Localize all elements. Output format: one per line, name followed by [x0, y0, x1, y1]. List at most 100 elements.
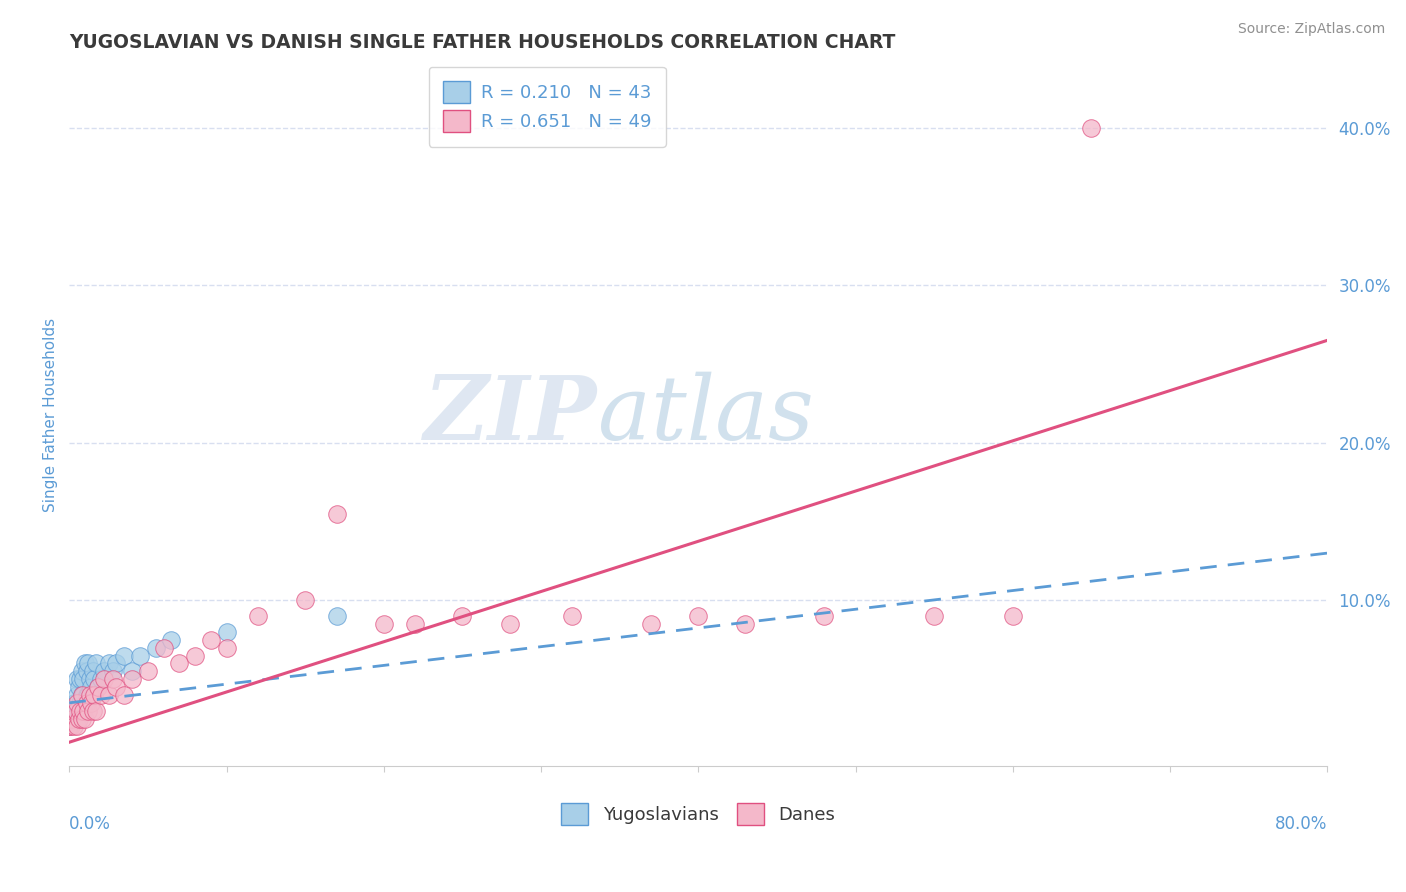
Point — [90, 672, 112, 686]
Point — [215, 640, 238, 655]
Point — [70, 688, 93, 702]
Point — [922, 609, 945, 624]
Text: YUGOSLAVIAN VS DANISH SINGLE FATHER HOUSEHOLDS CORRELATION CHART: YUGOSLAVIAN VS DANISH SINGLE FATHER HOUS… — [69, 33, 896, 52]
Point — [70, 712, 93, 726]
Point — [59, 719, 82, 733]
Point — [97, 657, 120, 671]
Point — [63, 696, 86, 710]
Point — [121, 672, 143, 686]
Point — [1080, 120, 1102, 135]
Point — [90, 688, 112, 702]
Point — [84, 704, 107, 718]
Point — [76, 688, 98, 702]
Text: ZIP: ZIP — [425, 372, 598, 458]
Point — [184, 648, 207, 663]
Point — [83, 688, 105, 702]
Point — [160, 632, 183, 647]
Point — [169, 657, 191, 671]
Point — [70, 688, 93, 702]
Point — [112, 688, 135, 702]
Point — [72, 704, 94, 718]
Point — [69, 696, 91, 710]
Point — [84, 657, 107, 671]
Point — [451, 609, 474, 624]
Point — [82, 688, 104, 702]
Point — [80, 696, 103, 710]
Point — [83, 672, 105, 686]
Point — [67, 680, 90, 694]
Point — [373, 617, 395, 632]
Point — [82, 704, 104, 718]
Point — [66, 672, 89, 686]
Point — [105, 680, 128, 694]
Point — [66, 712, 89, 726]
Point — [69, 704, 91, 718]
Point — [136, 665, 159, 679]
Point — [145, 640, 167, 655]
Point — [67, 704, 90, 718]
Point — [215, 624, 238, 639]
Point — [77, 704, 100, 718]
Point — [65, 704, 87, 718]
Point — [86, 680, 108, 694]
Point — [688, 609, 710, 624]
Point — [93, 672, 115, 686]
Point — [70, 665, 93, 679]
Point — [246, 609, 269, 624]
Point — [1001, 609, 1024, 624]
Point — [640, 617, 662, 632]
Point — [79, 688, 101, 702]
Legend: Yugoslavians, Danes: Yugoslavians, Danes — [553, 794, 844, 834]
Point — [325, 507, 347, 521]
Point — [105, 657, 128, 671]
Point — [73, 657, 96, 671]
Point — [103, 665, 125, 679]
Point — [73, 696, 96, 710]
Point — [58, 719, 80, 733]
Point — [294, 593, 316, 607]
Point — [65, 704, 87, 718]
Point — [561, 609, 583, 624]
Text: 80.0%: 80.0% — [1275, 815, 1327, 833]
Point — [103, 672, 125, 686]
Point — [77, 657, 100, 671]
Text: atlas: atlas — [598, 372, 814, 458]
Point — [66, 688, 89, 702]
Point — [72, 672, 94, 686]
Point — [76, 665, 98, 679]
Point — [86, 680, 108, 694]
Point — [67, 712, 90, 726]
Point — [82, 665, 104, 679]
Point — [200, 632, 222, 647]
Point — [70, 704, 93, 718]
Point — [112, 648, 135, 663]
Point — [69, 672, 91, 686]
Point — [325, 609, 347, 624]
Point — [734, 617, 756, 632]
Point — [73, 712, 96, 726]
Point — [97, 688, 120, 702]
Point — [77, 688, 100, 702]
Point — [93, 665, 115, 679]
Point — [76, 696, 98, 710]
Text: Source: ZipAtlas.com: Source: ZipAtlas.com — [1237, 22, 1385, 37]
Point — [498, 617, 520, 632]
Point — [80, 680, 103, 694]
Point — [63, 712, 86, 726]
Y-axis label: Single Father Households: Single Father Households — [44, 318, 58, 512]
Point — [121, 665, 143, 679]
Point — [129, 648, 152, 663]
Point — [63, 719, 86, 733]
Point — [66, 719, 89, 733]
Text: 0.0%: 0.0% — [69, 815, 111, 833]
Point — [59, 712, 82, 726]
Point — [813, 609, 835, 624]
Point — [152, 640, 174, 655]
Point — [60, 704, 83, 718]
Point — [79, 672, 101, 686]
Point — [66, 696, 89, 710]
Point — [404, 617, 426, 632]
Point — [72, 688, 94, 702]
Point — [58, 719, 80, 733]
Point — [60, 712, 83, 726]
